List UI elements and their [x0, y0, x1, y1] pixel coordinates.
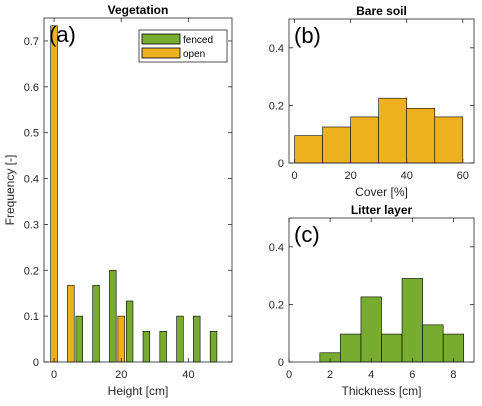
x-tick-label: 0 — [286, 369, 292, 381]
y-tick-label: 0.4 — [269, 242, 284, 254]
y-tick-label: 0.3 — [24, 219, 39, 231]
x-tick-label: 40 — [182, 369, 194, 381]
y-tick-label: 0.2 — [24, 265, 39, 277]
y-tick-label: 0.2 — [269, 100, 284, 112]
histogram-bar — [350, 116, 379, 164]
chart-title: Vegetation — [108, 3, 169, 17]
bar-fenced — [209, 330, 218, 363]
x-tick-label: 4 — [368, 369, 374, 381]
histogram-bar — [401, 278, 423, 363]
histogram-bar — [422, 324, 444, 363]
x-tick-label: 8 — [450, 369, 456, 381]
histogram-bar — [294, 135, 323, 164]
legend-swatch-fenced — [141, 33, 181, 45]
y-tick-label: 0.5 — [24, 128, 39, 140]
histogram-bar — [378, 97, 408, 164]
axes-box — [288, 18, 475, 164]
y-tick-label: 0 — [278, 158, 284, 170]
histogram-bar — [442, 333, 465, 363]
bars-bare-soil — [294, 97, 464, 164]
panel-bare-soil: 0 20 40 60 0 0.2 0.4 Bare soil (b) Cover [%] — [269, 4, 475, 199]
x-axis-label: Height [cm] — [108, 384, 169, 398]
axes-box — [43, 17, 233, 363]
x-axis-label: Thickness [cm] — [341, 384, 421, 398]
bar-fenced — [109, 269, 117, 363]
y-tick-label: 0.6 — [24, 82, 39, 94]
histogram-bar — [360, 296, 382, 363]
panel-letter: (a) — [49, 22, 76, 47]
x-tick-label: 20 — [115, 369, 127, 381]
y-tick-label: 0.1 — [24, 311, 39, 323]
histogram-bar — [322, 126, 351, 164]
axes-vegetation: 0 20 40 0 0.1 0.2 0.3 0.4 0.5 0.6 0.7 — [24, 17, 233, 381]
legend-label-open: open — [183, 49, 205, 60]
bar-fenced — [159, 330, 167, 363]
panel-vegetation: 0 20 40 0 0.1 0.2 0.3 0.4 0.5 0.6 0.7 Vegetation (… — [3, 3, 233, 398]
histogram-bar — [381, 333, 403, 363]
legend-label-fenced: fenced — [183, 35, 213, 46]
bars-litter-layer — [319, 278, 465, 363]
x-axis-label: Cover [%] — [355, 185, 408, 199]
bar-fenced — [142, 330, 151, 363]
chart-title: Litter layer — [351, 203, 413, 217]
legend: fenced open — [138, 29, 228, 63]
legend-swatch-open — [141, 47, 181, 59]
bar-open — [117, 315, 125, 363]
axes-box — [288, 217, 475, 363]
bar-fenced — [75, 315, 83, 363]
chart-title: Bare soil — [356, 4, 407, 18]
histogram-bar — [406, 107, 436, 164]
bar-fenced — [125, 300, 134, 363]
x-tick-label: 40 — [401, 170, 413, 182]
histogram-bar — [434, 116, 464, 164]
bar-fenced — [176, 315, 184, 363]
x-tick-label: 60 — [457, 170, 469, 182]
x-tick-label: 2 — [327, 369, 333, 381]
x-tick-label: 0 — [292, 170, 298, 182]
x-tick-label: 0 — [51, 369, 57, 381]
plot-area-vegetation — [44, 18, 232, 362]
bar-fenced — [92, 285, 100, 363]
panel-letter: (b) — [294, 23, 321, 48]
panel-letter: (c) — [294, 222, 320, 247]
axes-litter-layer: 0 2 4 6 8 0 0.2 0.4 — [269, 217, 475, 381]
y-tick-label: 0.2 — [269, 299, 284, 311]
y-tick-label: 0.7 — [24, 36, 39, 48]
x-tick-label: 20 — [345, 170, 357, 182]
y-axis-label: Frequency [-] — [3, 155, 17, 226]
histogram-bar — [340, 333, 362, 363]
axes-bare-soil: 0 20 40 60 0 0.2 0.4 — [269, 18, 475, 182]
bar-open — [50, 25, 58, 363]
x-tick-label: 6 — [409, 369, 415, 381]
y-tick-label: 0 — [33, 357, 39, 369]
y-tick-label: 0.4 — [269, 43, 284, 55]
y-tick-label: 0 — [278, 357, 284, 369]
y-tick-label: 0.4 — [24, 174, 39, 186]
panel-litter-layer: 0 2 4 6 8 0 0.2 0.4 Litter layer (c) Thickness … — [269, 203, 475, 398]
bar-fenced — [193, 315, 201, 363]
bar-open — [67, 285, 75, 363]
